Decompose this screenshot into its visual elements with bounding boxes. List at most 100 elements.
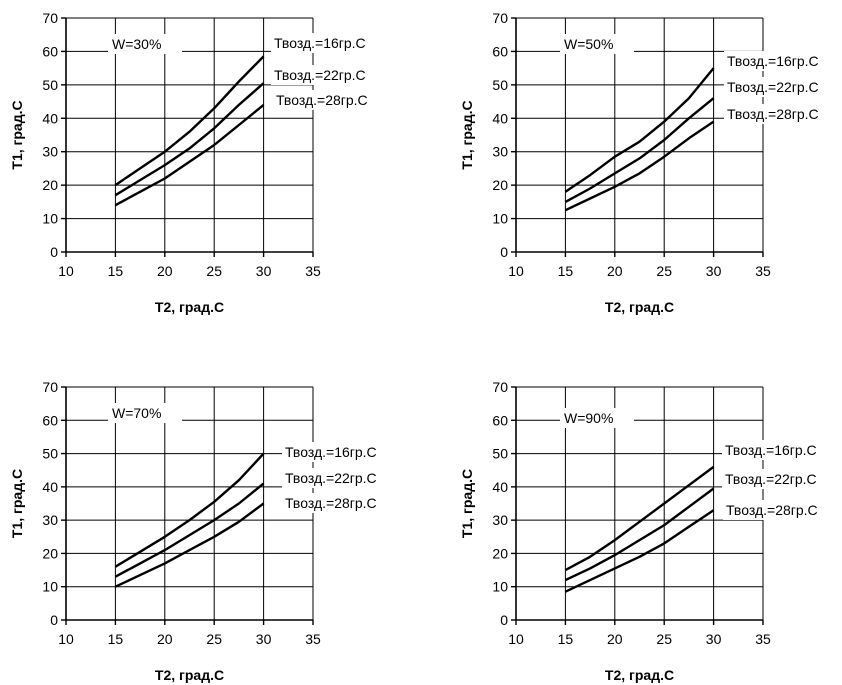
x-tick-label: 10 <box>508 263 524 279</box>
series-label-2: Твозд.=22гр.С <box>725 471 817 487</box>
y-tick-label: 60 <box>492 43 508 59</box>
x-tick-label: 25 <box>656 631 672 647</box>
x-tick-label: 20 <box>607 631 623 647</box>
series-label-1: Твозд.=16гр.С <box>727 53 819 69</box>
y-tick-label: 70 <box>492 10 508 26</box>
y-tick-label: 10 <box>492 211 508 227</box>
y-axis-title: T1, град.С <box>9 469 25 538</box>
series-line-1 <box>564 67 715 193</box>
y-tick-label: 0 <box>50 612 58 628</box>
x-tick-label: 10 <box>58 263 74 279</box>
y-tick-label: 50 <box>492 446 508 462</box>
inset-label-bg <box>108 403 182 423</box>
series-label-bg <box>271 33 399 53</box>
inset-label: W=70% <box>112 405 161 421</box>
y-tick-label: 70 <box>492 379 508 395</box>
x-tick-label: 25 <box>656 263 672 279</box>
series-line-2 <box>564 487 715 582</box>
series-label-bg <box>724 104 842 124</box>
y-tick-label: 0 <box>50 244 58 260</box>
y-tick-label: 0 <box>500 244 508 260</box>
series-label-bg <box>722 469 842 489</box>
inset-label-bg <box>560 408 634 428</box>
series-label-bg <box>724 77 842 97</box>
series-line-1 <box>114 452 265 568</box>
inset-label-bg <box>108 34 182 54</box>
y-tick-label: 30 <box>42 144 58 160</box>
x-tick-label: 10 <box>508 631 524 647</box>
inset-label: W=90% <box>564 410 613 426</box>
x-tick-label: 30 <box>256 631 272 647</box>
x-tick-label: 35 <box>755 263 771 279</box>
x-tick-label: 20 <box>157 263 173 279</box>
x-tick-label: 20 <box>157 631 173 647</box>
y-tick-label: 40 <box>42 479 58 495</box>
x-axis-title: T2, град.С <box>605 667 674 683</box>
y-tick-label: 50 <box>42 446 58 462</box>
series-line-2 <box>114 82 265 197</box>
x-tick-label: 30 <box>706 631 722 647</box>
x-tick-label: 35 <box>305 263 321 279</box>
series-line-3 <box>114 103 265 207</box>
y-tick-label: 30 <box>42 512 58 528</box>
y-tick-label: 20 <box>42 177 58 193</box>
series-label-bg <box>282 442 410 462</box>
series-label-3: Твозд.=28гр.С <box>726 502 818 518</box>
x-tick-label: 15 <box>108 631 124 647</box>
y-tick-label: 60 <box>492 412 508 428</box>
y-tick-label: 0 <box>500 612 508 628</box>
series-label-3: Твозд.=28гр.С <box>285 495 377 511</box>
series-label-bg <box>722 440 842 460</box>
series-line-3 <box>114 502 265 588</box>
series-line-3 <box>564 120 715 212</box>
x-axis-title: T2, град.С <box>605 299 674 315</box>
series-label-1: Твозд.=16гр.С <box>285 444 377 460</box>
y-axis-title: T1, град.С <box>9 100 25 169</box>
inset-label-bg <box>560 34 634 54</box>
y-tick-label: 60 <box>42 43 58 59</box>
y-tick-label: 50 <box>42 77 58 93</box>
series-label-bg <box>723 500 842 520</box>
y-axis-title: T1, град.С <box>459 100 475 169</box>
x-tick-label: 15 <box>558 631 574 647</box>
series-line-2 <box>564 97 715 203</box>
x-tick-label: 35 <box>755 631 771 647</box>
y-tick-label: 30 <box>492 144 508 160</box>
x-tick-label: 15 <box>108 263 124 279</box>
y-tick-label: 40 <box>42 110 58 126</box>
series-label-bg <box>282 468 410 488</box>
y-tick-label: 20 <box>42 545 58 561</box>
series-label-2: Твозд.=22гр.С <box>274 67 366 83</box>
y-tick-label: 30 <box>492 512 508 528</box>
x-tick-label: 25 <box>206 263 222 279</box>
x-axis-title: T2, град.С <box>155 667 224 683</box>
x-tick-label: 10 <box>58 631 74 647</box>
inset-label: W=30% <box>112 36 161 52</box>
x-axis-title: T2, град.С <box>155 299 224 315</box>
x-tick-label: 30 <box>706 263 722 279</box>
x-tick-label: 25 <box>206 631 222 647</box>
series-label-bg <box>724 51 842 71</box>
series-line-1 <box>564 465 715 572</box>
series-label-bg <box>271 65 399 85</box>
series-line-3 <box>564 509 715 593</box>
series-line-1 <box>114 55 265 187</box>
y-axis-title: T1, град.С <box>459 469 475 538</box>
series-label-1: Твозд.=16гр.С <box>274 35 366 51</box>
series-label-bg <box>273 90 401 110</box>
inset-label: W=50% <box>564 36 613 52</box>
y-tick-label: 10 <box>42 211 58 227</box>
y-tick-label: 70 <box>42 379 58 395</box>
series-label-1: Твозд.=16гр.С <box>725 442 817 458</box>
y-tick-label: 10 <box>492 579 508 595</box>
y-tick-label: 40 <box>492 110 508 126</box>
y-tick-label: 70 <box>42 10 58 26</box>
series-label-2: Твозд.=22гр.С <box>727 79 819 95</box>
x-tick-label: 30 <box>256 263 272 279</box>
series-label-3: Твозд.=28гр.С <box>276 92 368 108</box>
